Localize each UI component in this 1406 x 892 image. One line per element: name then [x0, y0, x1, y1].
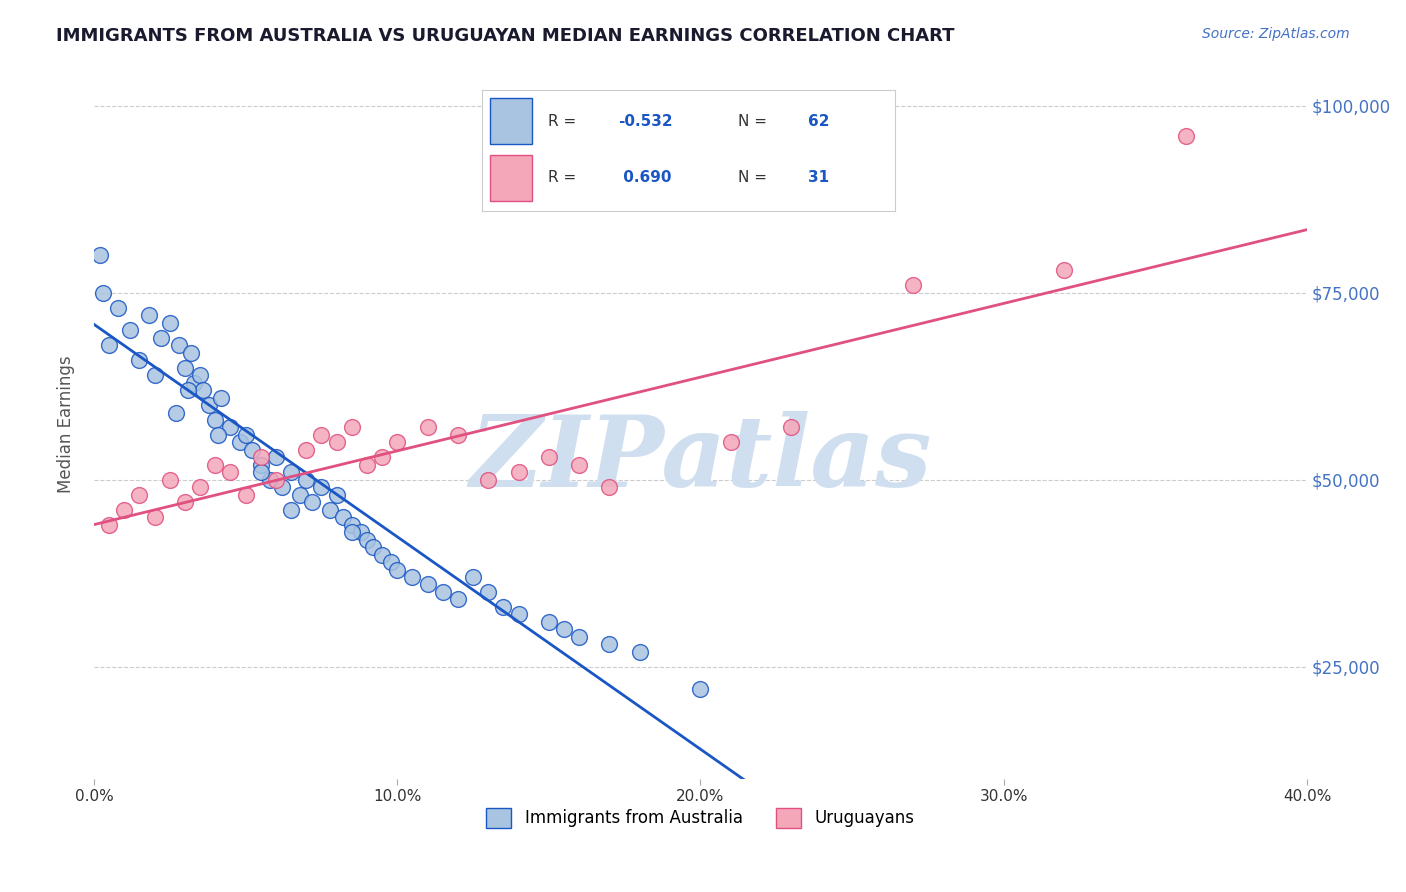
- Point: [432, 585, 454, 599]
- Point: [340, 420, 363, 434]
- Point: [271, 480, 294, 494]
- Point: [191, 383, 214, 397]
- Point: [249, 450, 271, 465]
- Point: [174, 360, 197, 375]
- Point: [356, 533, 378, 547]
- Point: [207, 428, 229, 442]
- Point: [165, 405, 187, 419]
- Point: [188, 368, 211, 383]
- Point: [447, 592, 470, 607]
- Point: [387, 435, 409, 450]
- Point: [477, 473, 499, 487]
- Point: [295, 473, 318, 487]
- Point: [177, 383, 200, 397]
- Point: [89, 248, 111, 262]
- Y-axis label: Median Earnings: Median Earnings: [58, 355, 75, 492]
- Point: [235, 428, 257, 442]
- Point: [149, 331, 172, 345]
- Point: [259, 473, 281, 487]
- Point: [240, 442, 263, 457]
- Point: [183, 376, 205, 390]
- Point: [143, 510, 166, 524]
- Point: [416, 577, 439, 591]
- Point: [180, 345, 202, 359]
- Point: [264, 450, 287, 465]
- Point: [264, 473, 287, 487]
- Point: [107, 301, 129, 315]
- Point: [492, 599, 515, 614]
- Point: [598, 480, 620, 494]
- Point: [209, 391, 232, 405]
- Point: [204, 413, 226, 427]
- Point: [235, 488, 257, 502]
- Point: [219, 466, 242, 480]
- Point: [689, 682, 711, 697]
- Legend: Immigrants from Australia, Uruguayans: Immigrants from Australia, Uruguayans: [479, 801, 921, 835]
- Point: [380, 555, 402, 569]
- Point: [568, 630, 591, 644]
- Point: [332, 510, 354, 524]
- Point: [401, 570, 423, 584]
- Point: [319, 502, 342, 516]
- Point: [159, 473, 181, 487]
- Text: ZIPatlas: ZIPatlas: [470, 411, 932, 508]
- Point: [537, 450, 560, 465]
- Point: [143, 368, 166, 383]
- Point: [553, 623, 575, 637]
- Point: [120, 323, 142, 337]
- Point: [361, 540, 384, 554]
- Point: [311, 480, 333, 494]
- Point: [301, 495, 323, 509]
- Point: [325, 488, 347, 502]
- Point: [568, 458, 591, 472]
- Point: [356, 458, 378, 472]
- Point: [167, 338, 190, 352]
- Point: [387, 562, 409, 576]
- Point: [720, 435, 742, 450]
- Point: [280, 466, 302, 480]
- Point: [1174, 128, 1197, 143]
- Point: [325, 435, 347, 450]
- Point: [340, 517, 363, 532]
- Text: IMMIGRANTS FROM AUSTRALIA VS URUGUAYAN MEDIAN EARNINGS CORRELATION CHART: IMMIGRANTS FROM AUSTRALIA VS URUGUAYAN M…: [56, 27, 955, 45]
- Point: [901, 278, 924, 293]
- Point: [461, 570, 484, 584]
- Point: [508, 607, 530, 622]
- Point: [447, 428, 470, 442]
- Point: [628, 645, 651, 659]
- Point: [416, 420, 439, 434]
- Point: [112, 502, 135, 516]
- Point: [350, 525, 373, 540]
- Point: [219, 420, 242, 434]
- Point: [228, 435, 250, 450]
- Point: [138, 308, 160, 322]
- Point: [98, 517, 121, 532]
- Point: [188, 480, 211, 494]
- Point: [288, 488, 311, 502]
- Point: [371, 548, 394, 562]
- Point: [128, 353, 150, 368]
- Point: [91, 285, 114, 300]
- Point: [249, 458, 271, 472]
- Point: [295, 442, 318, 457]
- Point: [508, 466, 530, 480]
- Point: [477, 585, 499, 599]
- Point: [249, 466, 271, 480]
- Point: [98, 338, 121, 352]
- Point: [340, 525, 363, 540]
- Text: Source: ZipAtlas.com: Source: ZipAtlas.com: [1202, 27, 1350, 41]
- Point: [311, 428, 333, 442]
- Point: [174, 495, 197, 509]
- Point: [598, 637, 620, 651]
- Point: [780, 420, 803, 434]
- Point: [204, 458, 226, 472]
- Point: [371, 450, 394, 465]
- Point: [537, 615, 560, 629]
- Point: [1053, 263, 1076, 277]
- Point: [128, 488, 150, 502]
- Point: [280, 502, 302, 516]
- Point: [198, 398, 221, 412]
- Point: [159, 316, 181, 330]
